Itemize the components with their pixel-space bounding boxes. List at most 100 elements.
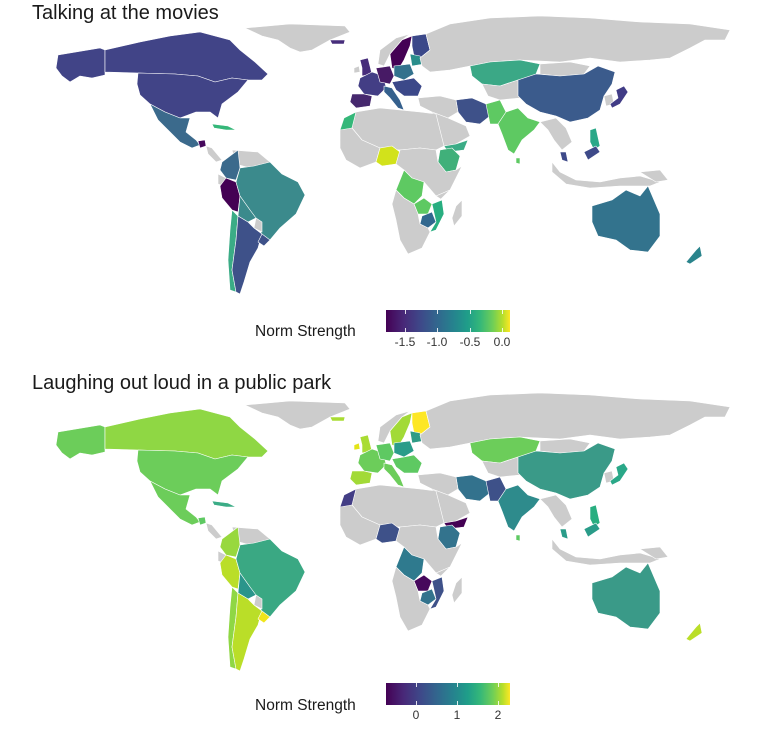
- country-china: [517, 65, 616, 123]
- country-malaysia: [559, 522, 601, 540]
- country-srilanka: [515, 157, 521, 165]
- legend-tick-mark: [405, 328, 406, 332]
- country-ireland: [353, 442, 361, 451]
- country-mexico: [149, 103, 201, 149]
- legend-tick-mark: [437, 328, 438, 332]
- country-madagascar: [451, 199, 463, 227]
- legend-tick-label: 0.0: [493, 335, 511, 349]
- legend-tick-mark: [498, 701, 499, 705]
- country-balkans: [391, 77, 423, 97]
- country-canada: [104, 31, 269, 83]
- country-australia: [591, 185, 661, 253]
- legend-tick-label: -1.0: [426, 335, 448, 349]
- country-cuba: [211, 123, 237, 131]
- country-guatemala: [197, 139, 207, 149]
- legend-tick-mark: [457, 701, 458, 705]
- country-australia: [591, 562, 661, 630]
- country-newzealand: [685, 245, 703, 265]
- country-iran: [455, 474, 491, 502]
- legend-tick-mark: [416, 701, 417, 705]
- country-safrica: [391, 566, 451, 632]
- legend-tick-label: 1: [453, 708, 461, 722]
- legend-tick-mark: [457, 683, 458, 687]
- country-malaysia: [559, 145, 601, 163]
- country-poland: [393, 440, 415, 458]
- country-png: [639, 546, 669, 560]
- legend-tick-label: 0: [412, 708, 420, 722]
- country-centralam: [205, 145, 223, 163]
- country-indonesia: [551, 538, 661, 566]
- country-indonesia: [551, 161, 661, 189]
- country-bolivia: [237, 195, 257, 223]
- country-centralam: [205, 522, 223, 540]
- legend-tick-mark: [416, 683, 417, 687]
- country-spain: [349, 93, 373, 109]
- country-japan: [609, 85, 629, 109]
- country-middleeast: [417, 95, 459, 119]
- country-alaska: [55, 47, 106, 83]
- country-paraguay: [253, 217, 263, 233]
- legend-tick-mark: [470, 328, 471, 332]
- country-iceland: [329, 416, 346, 422]
- country-colombia: [219, 149, 241, 181]
- country-iran: [455, 97, 491, 125]
- country-alaska: [55, 424, 106, 460]
- panel-title: Laughing out loud in a public park: [32, 372, 332, 394]
- country-seasia: [539, 494, 573, 528]
- country-india: [497, 107, 541, 155]
- country-argentina: [231, 215, 263, 295]
- country-iceland: [329, 39, 346, 45]
- panel-title: Talking at the movies: [32, 2, 219, 24]
- country-china: [517, 442, 616, 500]
- country-usa: [136, 72, 249, 119]
- legend-title: Norm Strength: [255, 323, 356, 340]
- country-ireland: [353, 65, 361, 74]
- legend-tick-mark: [437, 310, 438, 314]
- country-guatemala: [197, 516, 207, 526]
- country-spain: [349, 470, 373, 486]
- legend-tick-mark: [502, 310, 503, 314]
- country-seasia: [539, 117, 573, 151]
- country-png: [639, 169, 669, 183]
- country-mexico: [149, 480, 201, 526]
- country-japan: [609, 462, 629, 486]
- country-india: [497, 484, 541, 532]
- country-sweden: [389, 412, 413, 448]
- panel-talking-at-movies: Talking at the movies Norm Strength -1.5…: [32, 2, 731, 349]
- country-madagascar: [451, 576, 463, 604]
- legend-tick-mark: [498, 683, 499, 687]
- legend-title: Norm Strength: [255, 697, 356, 714]
- country-balkans: [391, 454, 423, 474]
- country-italy: [383, 85, 405, 111]
- legend-colorbar: [386, 683, 510, 705]
- country-italy: [383, 462, 405, 488]
- legend-colorbar: [386, 310, 510, 332]
- country-bolivia: [237, 572, 257, 600]
- legend-tick-label: -0.5: [459, 335, 481, 349]
- country-paraguay: [253, 594, 263, 610]
- country-cuba: [211, 500, 237, 508]
- country-safrica: [391, 189, 451, 255]
- country-greenland: [244, 400, 351, 430]
- legend-tick-label: -1.5: [394, 335, 416, 349]
- country-sweden: [389, 35, 413, 71]
- country-middleeast: [417, 472, 459, 496]
- world-map: [55, 392, 731, 672]
- legend-tick-mark: [405, 310, 406, 314]
- country-greenland: [244, 23, 351, 53]
- legend-tick-mark: [470, 310, 471, 314]
- legend-tick-mark: [502, 328, 503, 332]
- panel-laughing-in-park: Laughing out loud in a public park Norm …: [0, 370, 771, 737]
- country-uruguay: [257, 610, 271, 624]
- country-argentina: [231, 592, 263, 672]
- country-usa: [136, 449, 249, 496]
- country-germany: [375, 442, 395, 462]
- country-srilanka: [515, 534, 521, 542]
- world-map: [55, 15, 731, 295]
- country-zimbabwe: [419, 588, 437, 606]
- country-germany: [375, 65, 395, 85]
- country-poland: [393, 63, 415, 81]
- country-uruguay: [257, 233, 271, 247]
- legend-tick-label: 2: [494, 708, 502, 722]
- country-canada: [104, 408, 269, 460]
